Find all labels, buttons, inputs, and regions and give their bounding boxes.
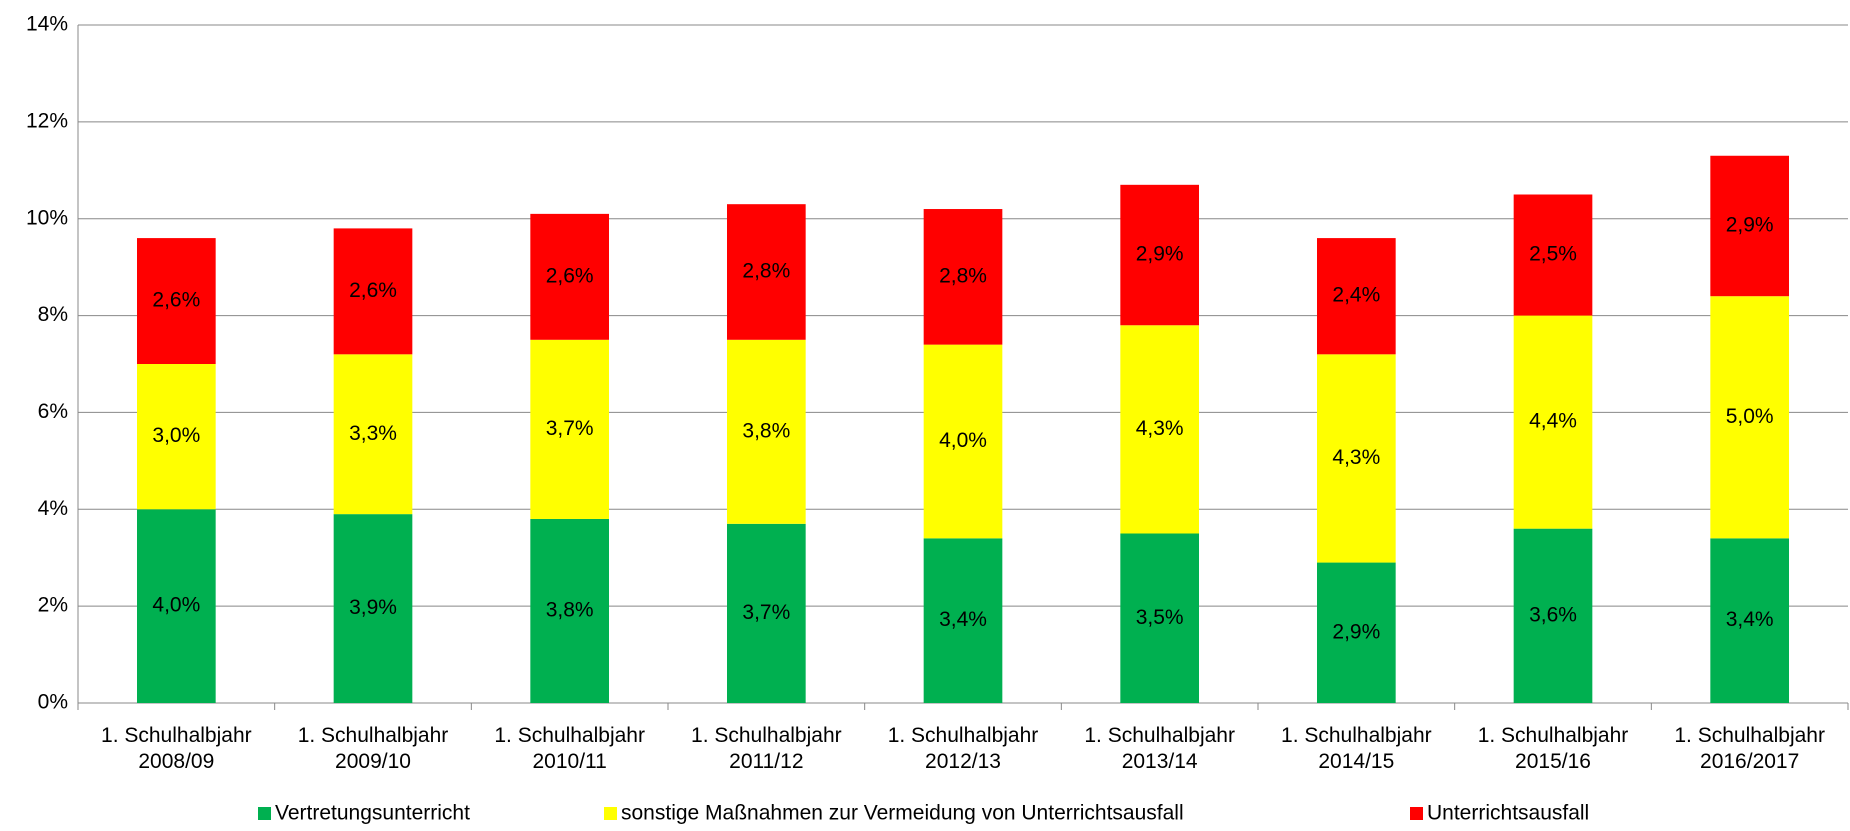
y-tick-label: 4%: [38, 497, 68, 520]
bar-segment: [727, 339, 806, 524]
x-tick-label-line: 1. Schulhalbjahr: [494, 724, 645, 747]
data-label: 5,0%: [1726, 405, 1774, 428]
legend-label: Unterrichtsausfall: [1427, 802, 1589, 825]
legend-swatch: [258, 807, 271, 820]
x-tick-label-line: 2013/14: [1122, 750, 1198, 773]
bar-segment: [727, 204, 806, 340]
x-tick-label-line: 1. Schulhalbjahr: [101, 724, 252, 747]
data-label: 4,3%: [1332, 446, 1380, 469]
data-label: 2,9%: [1332, 620, 1380, 643]
x-tick-label-line: 1. Schulhalbjahr: [888, 724, 1039, 747]
bar-segment: [1710, 155, 1789, 297]
bar-segment: [530, 213, 609, 340]
bar-segment: [530, 339, 609, 519]
y-tick-label: 8%: [38, 303, 68, 326]
data-label: 3,6%: [1529, 603, 1577, 626]
x-tick-label-line: 2009/10: [335, 750, 411, 773]
y-tick-label: 14%: [26, 13, 68, 36]
data-label: 2,5%: [1529, 243, 1577, 266]
x-tick-label-line: 1. Schulhalbjahr: [1674, 724, 1825, 747]
y-tick-label: 0%: [38, 691, 68, 714]
x-tick-label: 1. Schulhalbjahr 2011/12: [691, 724, 842, 773]
data-label: 3,8%: [742, 419, 790, 442]
x-tick-label: 1. Schulhalbjahr 2010/11: [494, 724, 645, 773]
x-tick-label: 1. Schulhalbjahr 2016/2017: [1674, 724, 1825, 773]
bar-segment: [923, 344, 1003, 539]
bar-segment: [1710, 538, 1789, 703]
x-tick-label-line: 2015/16: [1515, 750, 1591, 773]
x-tick-label-line: 2010/11: [532, 750, 606, 773]
data-label: 4,0%: [939, 429, 987, 452]
data-label: 2,6%: [152, 289, 200, 312]
data-label: 4,4%: [1529, 410, 1577, 433]
legend-swatch: [604, 807, 617, 820]
bar-segment: [333, 354, 413, 515]
y-tick-label: 6%: [38, 400, 68, 423]
x-tick-label-line: 1. Schulhalbjahr: [691, 724, 842, 747]
x-tick-label-line: 2016/2017: [1700, 750, 1799, 773]
bar-segment: [333, 514, 413, 703]
data-label: 2,6%: [349, 279, 397, 302]
legend-swatch: [1410, 807, 1423, 820]
data-label: 3,4%: [1726, 608, 1774, 631]
legend-label: sonstige Maßnahmen zur Vermeidung von Un…: [621, 802, 1184, 825]
bar-segment: [137, 509, 216, 703]
bar-segment: [1513, 315, 1593, 529]
legend-label: Vertretungsunterricht: [275, 802, 470, 825]
data-label: 3,5%: [1136, 606, 1184, 629]
bar-segment: [1120, 533, 1199, 703]
data-label: 4,0%: [152, 594, 200, 617]
bar-segment: [923, 538, 1003, 703]
x-tick-label-line: 2008/09: [138, 750, 214, 773]
x-tick-label: 1. Schulhalbjahr 2008/09: [101, 724, 252, 773]
x-tick-label: 1. Schulhalbjahr 2009/10: [298, 724, 449, 773]
bar-segment: [727, 523, 806, 703]
data-label: 2,6%: [546, 264, 594, 287]
bar-segment: [530, 518, 609, 703]
data-label: 3,9%: [349, 596, 397, 619]
bar-segment: [1317, 354, 1396, 563]
bar-segment: [923, 209, 1003, 345]
data-label: 4,3%: [1136, 417, 1184, 440]
data-label: 2,9%: [1136, 243, 1184, 266]
x-tick-label-line: 2011/12: [729, 750, 803, 773]
x-tick-label: 1. Schulhalbjahr 2012/13: [888, 724, 1039, 773]
bar-segment: [1513, 194, 1593, 316]
x-tick-label-line: 2014/15: [1318, 750, 1394, 773]
data-label: 2,8%: [742, 260, 790, 283]
x-tick-label: 1. Schulhalbjahr 2015/16: [1478, 724, 1629, 773]
data-label: 2,9%: [1726, 214, 1774, 237]
data-label: 2,8%: [939, 264, 987, 287]
x-tick-label-line: 1. Schulhalbjahr: [298, 724, 449, 747]
x-tick-label: 1. Schulhalbjahr 2014/15: [1281, 724, 1432, 773]
x-tick-label-line: 2012/13: [925, 750, 1001, 773]
data-label: 3,0%: [152, 424, 200, 447]
y-tick-label: 12%: [26, 109, 68, 132]
bar-segment: [137, 364, 216, 510]
bar-segment: [1317, 238, 1396, 355]
data-label: 3,3%: [349, 422, 397, 445]
x-tick-label: 1. Schulhalbjahr 2013/14: [1084, 724, 1235, 773]
x-tick-label-line: 1. Schulhalbjahr: [1281, 724, 1432, 747]
data-label: 3,7%: [546, 417, 594, 440]
bar-segment: [333, 228, 413, 355]
bar-segment: [1513, 528, 1593, 703]
data-label: 3,7%: [742, 601, 790, 624]
bar-segment: [1317, 562, 1396, 703]
y-tick-label: 2%: [38, 594, 68, 617]
x-tick-label-line: 1. Schulhalbjahr: [1478, 724, 1629, 747]
y-tick-label: 10%: [26, 206, 68, 229]
bar-segment: [1120, 184, 1199, 326]
bar-segment: [1710, 296, 1789, 539]
x-tick-label-line: 1. Schulhalbjahr: [1084, 724, 1235, 747]
data-label: 3,8%: [546, 599, 594, 622]
data-label: 2,4%: [1332, 284, 1380, 307]
bar-segment: [137, 238, 216, 364]
bar-segment: [1120, 325, 1199, 534]
data-label: 3,4%: [939, 608, 987, 631]
